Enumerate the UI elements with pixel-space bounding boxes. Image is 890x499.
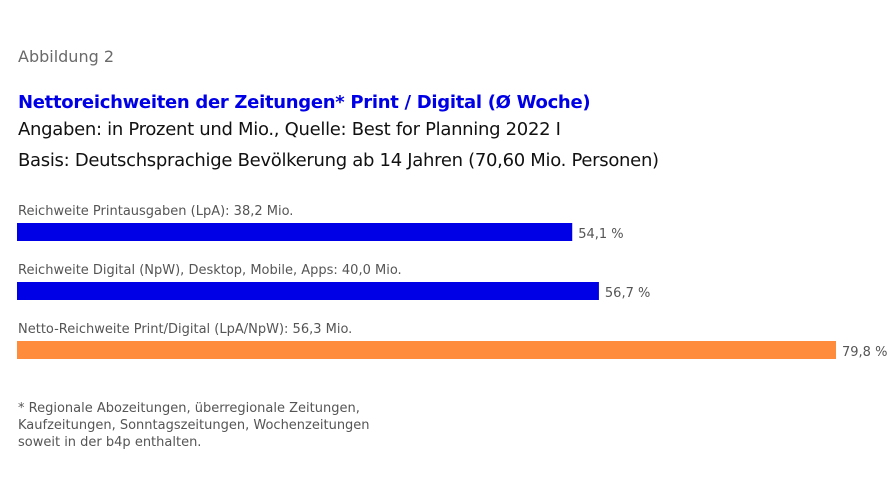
- footnote-line: * Regionale Abozeitungen, überregionale …: [18, 401, 360, 416]
- value-label: 56,7 %: [605, 286, 650, 301]
- figure-label: Abbildung 2: [18, 47, 115, 66]
- category-label: Netto-Reichweite Print/Digital (LpA/NpW)…: [18, 322, 352, 337]
- value-label: 54,1 %: [578, 227, 623, 242]
- footnote-line: soweit in der b4p enthalten.: [18, 435, 202, 450]
- footnote: * Regionale Abozeitungen, überregionale …: [18, 400, 438, 451]
- value-label: 79,8 %: [842, 345, 887, 360]
- chart-title: Nettoreichweiten der Zeitungen* Print / …: [18, 92, 591, 113]
- category-label: Reichweite Digital (NpW), Desktop, Mobil…: [18, 263, 402, 278]
- bar-chart: Reichweite Printausgaben (LpA): 38,2 Mio…: [17, 204, 887, 360]
- footnote-line: Kaufzeitungen, Sonntagszeitungen, Wochen…: [18, 418, 370, 433]
- chart-subtitle-source: Angaben: in Prozent und Mio., Quelle: Be…: [18, 119, 561, 140]
- bar: [17, 223, 573, 241]
- bar: [17, 341, 836, 359]
- bar: [17, 282, 599, 300]
- chart-subtitle-basis: Basis: Deutschsprachige Bevölkerung ab 1…: [18, 150, 659, 171]
- category-label: Reichweite Printausgaben (LpA): 38,2 Mio…: [18, 204, 293, 219]
